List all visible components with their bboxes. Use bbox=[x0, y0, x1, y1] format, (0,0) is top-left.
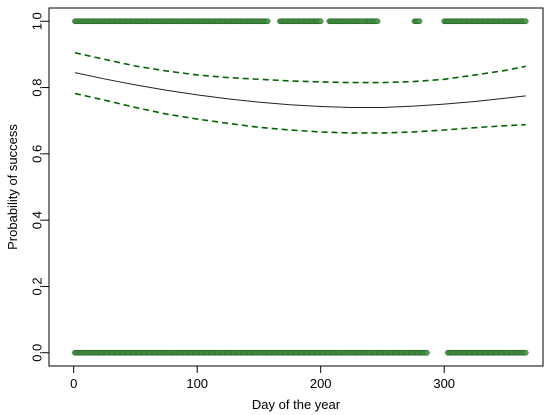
y-tick-label: 0.6 bbox=[29, 145, 44, 163]
x-tick-label: 300 bbox=[433, 376, 455, 391]
ci-upper-line bbox=[74, 51, 526, 84]
y-tick-label: 0.0 bbox=[29, 344, 44, 362]
success-point bbox=[522, 18, 529, 25]
x-tick-label: 200 bbox=[310, 376, 332, 391]
y-axis-title: Probability of success bbox=[5, 124, 20, 250]
y-tick-label: 0.4 bbox=[29, 211, 44, 229]
x-axis-title: Day of the year bbox=[252, 397, 341, 412]
x-tick-label: 0 bbox=[70, 376, 77, 391]
failure-point bbox=[522, 349, 529, 356]
axes-layer: 0 100 200 300 0.0 0.2 0.4 0.6 0.8 1.0 bbox=[29, 12, 455, 391]
y-tick-label: 1.0 bbox=[29, 12, 44, 30]
success-point bbox=[416, 18, 423, 25]
success-point bbox=[317, 18, 324, 25]
lines-layer bbox=[74, 51, 526, 134]
plot-box bbox=[48, 7, 544, 367]
fit-line bbox=[74, 72, 526, 108]
points-layer bbox=[72, 18, 529, 356]
success-point bbox=[264, 18, 271, 25]
x-tick-label: 100 bbox=[186, 376, 208, 391]
y-tick-label: 0.2 bbox=[29, 277, 44, 295]
y-tick-label: 0.8 bbox=[29, 79, 44, 97]
failure-point bbox=[424, 349, 430, 356]
success-point bbox=[374, 18, 381, 25]
ci-lower-line bbox=[74, 92, 526, 134]
